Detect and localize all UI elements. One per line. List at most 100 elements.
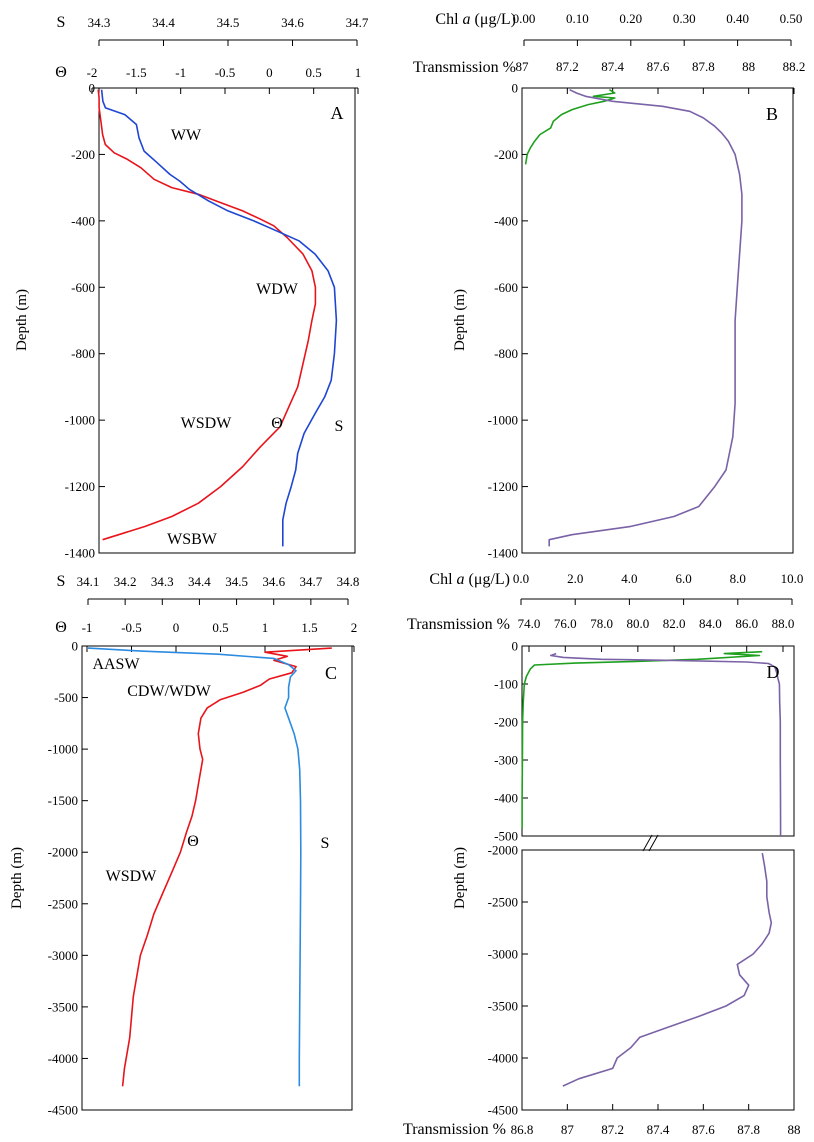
axis-title: Chl a (μg/L): [429, 571, 510, 588]
tick-label: 87.6: [647, 59, 670, 74]
axis-break-mark: [648, 834, 659, 852]
tick-label: -1: [175, 65, 186, 80]
annotation-label: WDW: [256, 281, 299, 298]
y-tick-label: -800: [494, 346, 518, 361]
y-tick-label: -100: [494, 677, 518, 692]
y-axis-label: Depth (m): [14, 289, 30, 351]
axis-symbol: Θ: [55, 64, 67, 81]
axis-title-unit: (μg/L): [471, 11, 516, 28]
tick-label: 87: [516, 59, 530, 74]
tick-label: -1.5: [126, 65, 147, 80]
y-tick-label: -1400: [488, 546, 518, 561]
tick-label: 87.2: [601, 1122, 624, 1137]
y-tick-label: -400: [494, 791, 518, 806]
y-tick-label: -1500: [48, 793, 78, 808]
tick-label: 0.0: [513, 571, 529, 586]
tick-label: 87.8: [692, 59, 715, 74]
annotation-label: B: [766, 104, 778, 124]
annotation-label: CDW/WDW: [127, 683, 211, 700]
y-tick-label: -3500: [488, 999, 518, 1014]
tick-label: 80.0: [626, 616, 649, 631]
y-tick-label: -600: [71, 280, 95, 295]
series-line-chl: [524, 89, 616, 165]
y-tick-label: -400: [71, 213, 95, 228]
y-tick-label: -200: [71, 147, 95, 162]
y-tick-label: -300: [494, 753, 518, 768]
annotation-label: WSDW: [106, 868, 158, 885]
y-tick-label: -500: [494, 829, 518, 844]
y-tick-label: -1400: [65, 546, 95, 561]
plot-frame: [521, 849, 795, 1111]
y-tick-label: -3500: [48, 999, 78, 1014]
tick-label: 87: [561, 1122, 575, 1137]
tick-label: -0.5: [215, 65, 236, 80]
annotation-label: WW: [171, 127, 202, 144]
plot-frame: [81, 645, 353, 1111]
tick-label: -0.5: [121, 620, 142, 635]
y-tick-label: -800: [71, 346, 95, 361]
series-line-theta: [121, 647, 332, 1087]
tick-label: 82.0: [663, 616, 686, 631]
series-line-salinity_c: [87, 647, 302, 1087]
y-axis-label: Depth (m): [452, 847, 468, 909]
series-line-chl: [521, 650, 763, 829]
tick-label: 88.2: [783, 59, 806, 74]
y-tick-label: 0: [512, 639, 519, 654]
axis-title-main: Chl: [435, 11, 462, 28]
axis-title-main: Chl: [429, 571, 456, 588]
tick-label: 0: [173, 620, 180, 635]
y-tick-label: -4500: [48, 1103, 78, 1118]
series-line-transmission: [549, 652, 782, 837]
tick-label: 34.3: [151, 574, 174, 589]
tick-label: 0.30: [673, 11, 696, 26]
tick-label: 2.0: [567, 571, 583, 586]
tick-label: 0.5: [306, 65, 322, 80]
tick-label: 34.5: [225, 574, 248, 589]
tick-label: 10.0: [781, 571, 804, 586]
tick-label: 34.2: [114, 574, 137, 589]
y-tick-label: -1000: [488, 413, 518, 428]
tick-label: 86.0: [735, 616, 758, 631]
tick-label: 34.3: [88, 15, 111, 30]
series-line-transmission: [562, 852, 773, 1087]
y-tick-label: -2000: [488, 843, 518, 858]
tick-label: 34.6: [262, 574, 285, 589]
annotation-label: Θ: [187, 833, 199, 850]
series-line-theta: [97, 89, 317, 541]
tick-label: 88.0: [772, 616, 795, 631]
tick-label: 34.5: [217, 15, 240, 30]
y-tick-label: -4000: [48, 1051, 78, 1066]
annotation-label: A: [331, 103, 344, 123]
y-axis-label: Depth (m): [452, 289, 468, 351]
axis-title-italic: a: [463, 11, 471, 28]
y-tick-label: -600: [494, 280, 518, 295]
y-tick-label: -4500: [488, 1103, 518, 1118]
tick-label: 87.6: [692, 1122, 715, 1137]
y-axis-label: Depth (m): [9, 847, 25, 909]
axis-title: Transmission %: [403, 1121, 506, 1138]
y-tick-label: -4000: [488, 1051, 518, 1066]
tick-label: 4.0: [621, 571, 637, 586]
y-tick-label: -1000: [48, 742, 78, 757]
y-tick-label: -200: [494, 147, 518, 162]
tick-label: 88: [742, 59, 755, 74]
tick-label: -2: [87, 65, 98, 80]
y-tick-label: -200: [494, 715, 518, 730]
tick-label: 34.4: [152, 15, 175, 30]
y-tick-label: -1000: [65, 413, 95, 428]
y-tick-label: -3000: [48, 948, 78, 963]
axis-title: Chl a (μg/L): [435, 11, 516, 28]
tick-label: 2: [351, 620, 358, 635]
tick-label: 0.10: [566, 11, 589, 26]
tick-label: 78.0: [590, 616, 613, 631]
tick-label: 34.7: [299, 574, 322, 589]
tick-label: 0.50: [780, 11, 803, 26]
plot-frame: [521, 645, 795, 837]
tick-label: 34.4: [188, 574, 211, 589]
axis-symbol: Θ: [55, 619, 67, 636]
y-tick-label: -400: [494, 213, 518, 228]
tick-label: 87.4: [647, 1122, 670, 1137]
tick-label: 34.6: [281, 15, 304, 30]
tick-label: 0.5: [212, 620, 228, 635]
